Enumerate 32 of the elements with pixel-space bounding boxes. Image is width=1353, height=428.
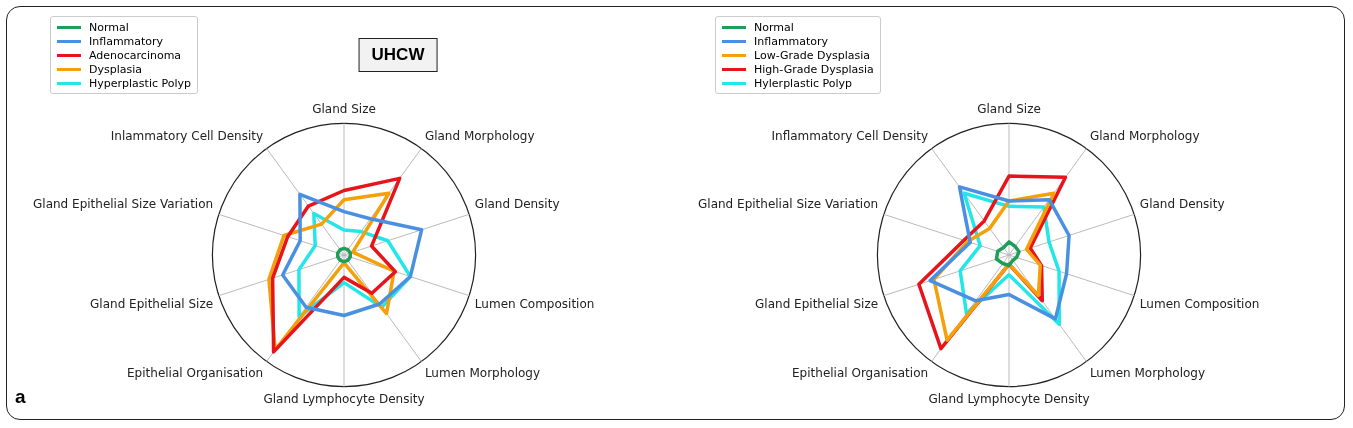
legend-label: High-Grade Dysplasia	[754, 62, 874, 76]
spoke-label: Lumen Morphology	[1089, 365, 1206, 380]
spoke-label: Lumen Composition	[474, 296, 595, 311]
spoke-label: Gland Morphology	[1089, 128, 1200, 143]
spoke-label: Lumen Morphology	[424, 365, 541, 380]
spoke-label: Gland Epithelial Size Variation	[698, 197, 879, 212]
legend-label: Dysplasia	[89, 62, 143, 76]
spoke-label: Gland Size	[977, 102, 1041, 117]
legend-label: Hyperplastic Polyp	[89, 76, 191, 90]
text: UHCW	[358, 38, 438, 72]
spoke-label: Gland Density	[1139, 197, 1225, 212]
legend-label: Normal	[89, 20, 129, 34]
spoke-label: Gland Epithelial Size	[755, 296, 879, 311]
spoke-label: Gland Density	[474, 197, 560, 212]
spoke-label: Epithelial Organisation	[127, 365, 264, 380]
legend-label: Inflammatory	[89, 34, 164, 48]
spoke-label: Gland Lymphocyte Density	[928, 391, 1090, 406]
legend-label: Inflammatory	[754, 34, 829, 48]
spoke-label: Gland Size	[312, 102, 376, 117]
text: a	[15, 386, 26, 408]
spoke-label: Gland Epithelial Size	[90, 296, 214, 311]
spoke-label: Lumen Composition	[1139, 296, 1260, 311]
legend-label: Adenocarcinoma	[89, 48, 182, 62]
spoke-label: Gland Morphology	[424, 128, 535, 143]
spoke-label: Inflammatory Cell Density	[771, 128, 929, 143]
spoke-label: Epithelial Organisation	[792, 365, 929, 380]
legend-label: Normal	[754, 20, 794, 34]
spoke-label: Gland Lymphocyte Density	[263, 391, 425, 406]
spoke-label: Inlammatory Cell Density	[110, 128, 264, 143]
spoke-label: Gland Epithelial Size Variation	[33, 197, 214, 212]
legend-label: Hylerplastic Polyp	[754, 76, 853, 90]
legend-label: Low-Grade Dysplasia	[754, 48, 871, 62]
